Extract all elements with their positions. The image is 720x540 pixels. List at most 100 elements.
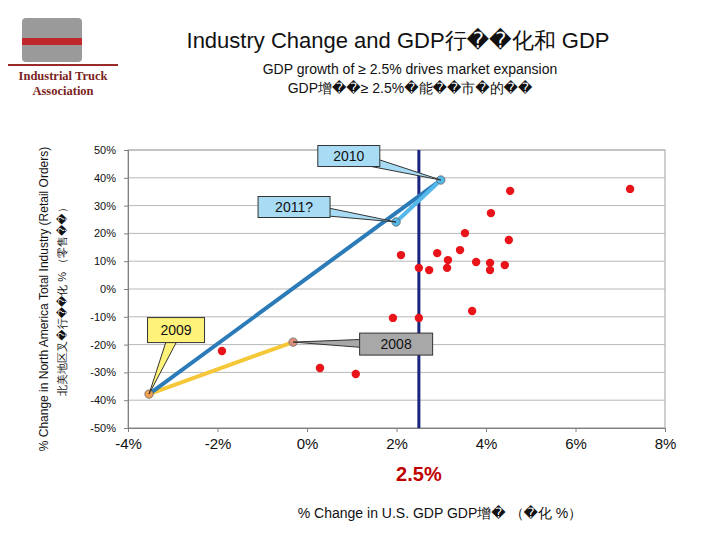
grid: [128, 150, 665, 428]
point: [501, 261, 509, 269]
x-tick-mark: [218, 428, 219, 432]
grid-line: [128, 261, 665, 262]
y-tick-mark: [124, 206, 128, 207]
logo-emblem: [22, 18, 82, 62]
point: [468, 307, 476, 315]
grid-line: [128, 205, 665, 206]
title: Industry Change and GDP行��化和 GDP: [187, 27, 610, 53]
point: [425, 266, 433, 274]
plot: [145, 150, 634, 428]
callout-box: [258, 197, 330, 218]
callout: 2009: [148, 318, 205, 395]
x-tick: 4%: [476, 428, 498, 452]
series-line: [396, 180, 441, 222]
grid-line: [128, 177, 665, 178]
reference-line: [417, 150, 420, 428]
point: [443, 264, 451, 272]
x-tick-label: -2%: [205, 435, 232, 452]
y-tick: 40%: [94, 172, 128, 184]
reference-label: 2.5%: [396, 463, 442, 485]
y-tick-label: -40%: [90, 394, 116, 406]
callouts: 2008 2009 2010 2011?: [148, 146, 441, 395]
logo-text: Association: [32, 84, 93, 98]
y-tick-label: 40%: [94, 172, 116, 184]
x-tick: 0%: [297, 428, 319, 452]
logo: Industrial TruckAssociation: [8, 18, 118, 98]
point: [486, 259, 494, 267]
y-tick: 20%: [94, 227, 128, 239]
y-tick-mark: [124, 233, 128, 234]
x-tick: 8%: [655, 428, 677, 452]
y-tick: -40%: [90, 394, 128, 406]
point: [487, 209, 495, 217]
x-tick-mark: [307, 428, 308, 432]
y-tick-mark: [124, 289, 128, 290]
y-tick-mark: [124, 178, 128, 179]
grid-line: [128, 289, 665, 290]
y-tick-label: -30%: [90, 366, 116, 378]
x-tick-label: -4%: [115, 435, 142, 452]
y-axis-title: % Change in North America Total Industry…: [37, 147, 51, 452]
x-axis: -4% -2% 0% 2% 4% 6% 8%: [115, 428, 676, 452]
point: [218, 347, 226, 355]
point: [415, 264, 423, 272]
callout-label: 2009: [160, 322, 191, 338]
point: [389, 314, 397, 322]
callout: 2010: [318, 146, 441, 181]
x-tick: -2%: [205, 428, 232, 452]
series-line: [149, 180, 441, 394]
x-tick-mark: [397, 428, 398, 432]
scatter-series: [218, 185, 635, 379]
subtitle: GDP增��≥ 2.5%�能��市�的��: [288, 80, 533, 96]
callout-box: [318, 146, 380, 167]
y-tick-label: 30%: [94, 200, 116, 212]
plot-area: [128, 150, 665, 428]
callout-label: 2011?: [275, 199, 313, 215]
y-tick: -30%: [90, 366, 128, 378]
callout: 2008: [293, 333, 433, 355]
point: [352, 370, 360, 378]
x-tick-label: 2%: [386, 435, 408, 452]
logo-rule: [8, 64, 118, 66]
point: [472, 258, 480, 266]
callout-label: 2010: [333, 148, 364, 164]
point: [506, 187, 514, 195]
point: [433, 249, 441, 257]
y-tick-label: 10%: [94, 255, 116, 267]
callout: 2011?: [258, 197, 396, 223]
point: [444, 256, 452, 264]
x-tick-mark: [576, 428, 577, 432]
chart: Industrial TruckAssociation Industry Chan…: [0, 0, 720, 540]
point: [461, 229, 469, 237]
point: [316, 364, 324, 372]
y-tick-label: -10%: [90, 311, 116, 323]
x-axis-line: [129, 429, 666, 433]
y-tick-label: 0%: [100, 283, 116, 295]
y-tick-mark: [124, 261, 128, 262]
y-axis-title: 北美地区叉�行��化 % （零售��）: [56, 202, 68, 395]
x-tick-mark: [486, 428, 487, 432]
x-tick-label: 0%: [297, 435, 319, 452]
point: [486, 266, 494, 274]
y-tick-label: -50%: [90, 422, 116, 434]
x-axis-title: % Change in U.S. GDP GDP增� （�化 %）: [298, 505, 582, 521]
grid-line: [128, 150, 665, 151]
x-tick-label: 4%: [476, 435, 498, 452]
logo-band: [22, 38, 82, 45]
y-tick-label: 50%: [94, 144, 116, 156]
y-tick-mark: [124, 317, 128, 318]
y-tick: 30%: [94, 200, 128, 212]
x-tick: -4%: [115, 428, 142, 452]
x-tick-mark: [665, 428, 666, 432]
y-tick: 10%: [94, 255, 128, 267]
point: [626, 185, 634, 193]
callout-label: 2008: [381, 336, 412, 352]
x-tick-label: 6%: [565, 435, 587, 452]
y-tick: 50%: [94, 144, 128, 156]
x-tick-label: 8%: [655, 435, 677, 452]
y-tick-mark: [124, 428, 128, 429]
grid-line: [128, 400, 665, 401]
subtitle: GDP growth of ≥ 2.5% drives market expan…: [263, 61, 558, 77]
y-tick-mark: [124, 372, 128, 373]
y-tick-mark: [124, 400, 128, 401]
